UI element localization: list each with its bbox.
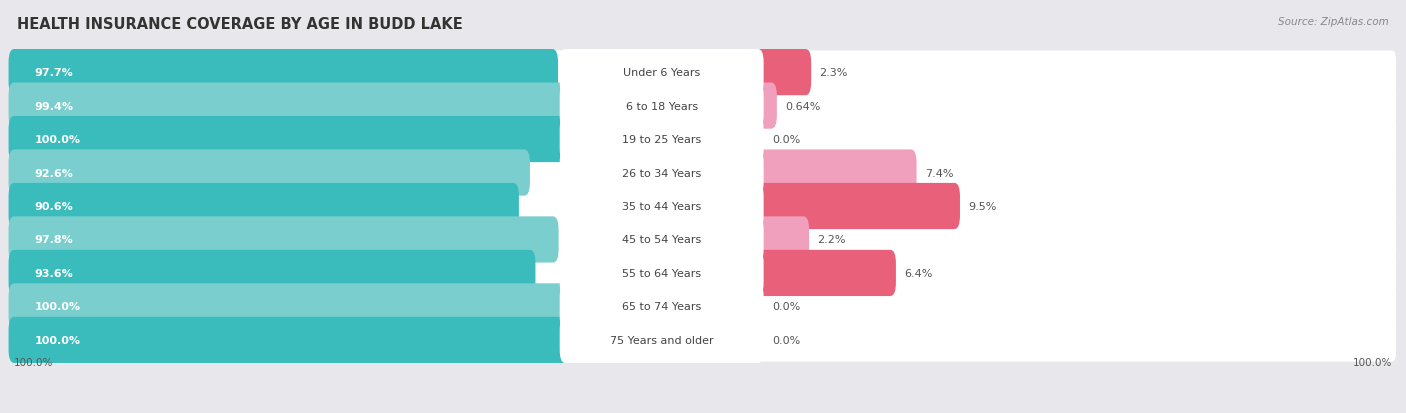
Text: 2.2%: 2.2% bbox=[817, 235, 846, 245]
FancyBboxPatch shape bbox=[560, 83, 763, 129]
FancyBboxPatch shape bbox=[10, 85, 1396, 128]
Text: 0.0%: 0.0% bbox=[772, 135, 800, 145]
FancyBboxPatch shape bbox=[752, 250, 896, 296]
Text: 9.5%: 9.5% bbox=[969, 202, 997, 211]
Text: 26 to 34 Years: 26 to 34 Years bbox=[621, 168, 702, 178]
FancyBboxPatch shape bbox=[10, 252, 1396, 295]
Text: 92.6%: 92.6% bbox=[35, 168, 73, 178]
FancyBboxPatch shape bbox=[8, 117, 571, 163]
FancyBboxPatch shape bbox=[752, 83, 778, 129]
Text: 19 to 25 Years: 19 to 25 Years bbox=[621, 135, 702, 145]
Text: 100.0%: 100.0% bbox=[35, 335, 80, 345]
Text: 55 to 64 Years: 55 to 64 Years bbox=[621, 268, 702, 278]
Text: 97.7%: 97.7% bbox=[35, 68, 73, 78]
FancyBboxPatch shape bbox=[8, 183, 519, 230]
FancyBboxPatch shape bbox=[10, 318, 1396, 362]
Text: 0.64%: 0.64% bbox=[785, 101, 821, 112]
FancyBboxPatch shape bbox=[560, 250, 763, 296]
Text: 2.3%: 2.3% bbox=[820, 68, 848, 78]
Text: 75 Years and older: 75 Years and older bbox=[610, 335, 713, 345]
FancyBboxPatch shape bbox=[8, 83, 568, 129]
FancyBboxPatch shape bbox=[10, 51, 1396, 95]
FancyBboxPatch shape bbox=[8, 284, 571, 330]
FancyBboxPatch shape bbox=[10, 285, 1396, 328]
Text: 100.0%: 100.0% bbox=[14, 357, 53, 367]
Text: 100.0%: 100.0% bbox=[1353, 357, 1392, 367]
FancyBboxPatch shape bbox=[560, 183, 763, 230]
Text: 45 to 54 Years: 45 to 54 Years bbox=[621, 235, 702, 245]
Text: 0.0%: 0.0% bbox=[772, 301, 800, 312]
Text: 6.4%: 6.4% bbox=[904, 268, 932, 278]
FancyBboxPatch shape bbox=[560, 117, 763, 163]
FancyBboxPatch shape bbox=[560, 284, 763, 330]
FancyBboxPatch shape bbox=[8, 50, 558, 96]
FancyBboxPatch shape bbox=[8, 150, 530, 196]
FancyBboxPatch shape bbox=[10, 152, 1396, 195]
FancyBboxPatch shape bbox=[560, 217, 763, 263]
FancyBboxPatch shape bbox=[752, 150, 917, 196]
Text: Source: ZipAtlas.com: Source: ZipAtlas.com bbox=[1278, 17, 1389, 26]
Text: 35 to 44 Years: 35 to 44 Years bbox=[621, 202, 702, 211]
FancyBboxPatch shape bbox=[8, 217, 558, 263]
Text: 7.4%: 7.4% bbox=[925, 168, 953, 178]
FancyBboxPatch shape bbox=[752, 50, 811, 96]
FancyBboxPatch shape bbox=[560, 50, 763, 96]
FancyBboxPatch shape bbox=[10, 118, 1396, 161]
FancyBboxPatch shape bbox=[752, 217, 808, 263]
Text: 0.0%: 0.0% bbox=[772, 335, 800, 345]
Text: 97.8%: 97.8% bbox=[35, 235, 73, 245]
Text: 90.6%: 90.6% bbox=[35, 202, 73, 211]
FancyBboxPatch shape bbox=[10, 218, 1396, 261]
Text: 100.0%: 100.0% bbox=[35, 301, 80, 312]
Text: 6 to 18 Years: 6 to 18 Years bbox=[626, 101, 697, 112]
FancyBboxPatch shape bbox=[560, 317, 763, 363]
Text: Under 6 Years: Under 6 Years bbox=[623, 68, 700, 78]
Text: 99.4%: 99.4% bbox=[35, 101, 73, 112]
Text: 100.0%: 100.0% bbox=[35, 135, 80, 145]
FancyBboxPatch shape bbox=[8, 317, 571, 363]
Text: 93.6%: 93.6% bbox=[35, 268, 73, 278]
Text: HEALTH INSURANCE COVERAGE BY AGE IN BUDD LAKE: HEALTH INSURANCE COVERAGE BY AGE IN BUDD… bbox=[17, 17, 463, 31]
FancyBboxPatch shape bbox=[752, 183, 960, 230]
FancyBboxPatch shape bbox=[560, 150, 763, 196]
Text: 65 to 74 Years: 65 to 74 Years bbox=[621, 301, 702, 312]
FancyBboxPatch shape bbox=[8, 250, 536, 296]
FancyBboxPatch shape bbox=[10, 185, 1396, 228]
